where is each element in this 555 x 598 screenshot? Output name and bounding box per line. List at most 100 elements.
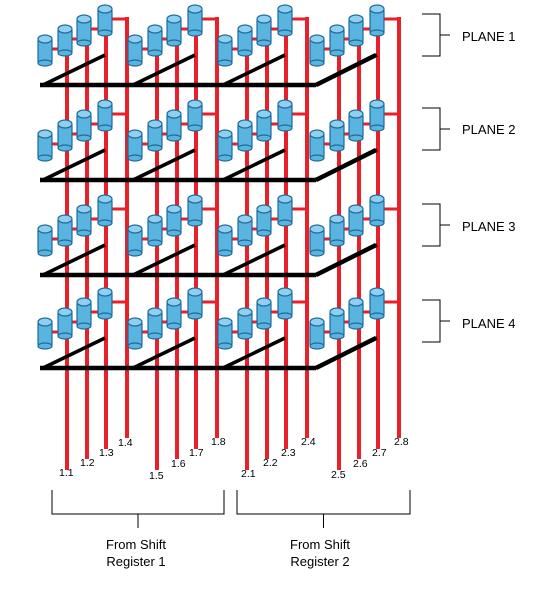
led-base — [256, 322, 272, 330]
pin-label-2-4: 2.4 — [301, 436, 316, 448]
led-top — [369, 4, 385, 14]
plane-bracket-3 — [422, 203, 450, 247]
led-base — [127, 154, 143, 162]
led-base — [57, 332, 73, 340]
led-top — [256, 204, 272, 214]
cathode-link — [314, 243, 378, 277]
plane-2 — [37, 99, 399, 183]
led-base — [348, 39, 364, 47]
led-top — [348, 109, 364, 119]
led-base — [256, 134, 272, 142]
led-top — [97, 194, 113, 204]
shift-register-2-line1: From Shift — [290, 537, 350, 552]
cathode-link — [132, 336, 196, 370]
brackets — [51, 13, 450, 528]
led-top — [187, 287, 203, 297]
plane-label-3: PLANE 3 — [462, 219, 516, 234]
led-top — [348, 297, 364, 307]
led-base — [237, 239, 253, 247]
led-top — [309, 317, 325, 327]
led-top — [277, 287, 293, 297]
led-top — [309, 224, 325, 234]
led-top — [76, 109, 92, 119]
led-base — [97, 29, 113, 37]
led-top — [166, 297, 182, 307]
led-base — [187, 312, 203, 320]
led-top — [97, 287, 113, 297]
led-base — [277, 312, 293, 320]
led-base — [127, 249, 143, 257]
cathode-link — [222, 148, 286, 182]
led-base — [187, 219, 203, 227]
register-bracket-2 — [236, 490, 411, 528]
led-top — [217, 34, 233, 44]
led-base — [348, 134, 364, 142]
led-base — [217, 154, 233, 162]
led-top — [256, 109, 272, 119]
led-top — [348, 204, 364, 214]
led-base — [329, 239, 345, 247]
led-base — [369, 124, 385, 132]
cathode-link — [314, 53, 378, 87]
led-base — [348, 229, 364, 237]
pin-label-1-3: 1.3 — [99, 447, 114, 459]
led-top — [76, 204, 92, 214]
led-top — [76, 14, 92, 24]
led-top — [256, 297, 272, 307]
cube-planes — [37, 4, 399, 371]
led-base — [217, 249, 233, 257]
led-base — [147, 49, 163, 57]
shift-register-1-label: From Shift Register 1 — [76, 536, 196, 570]
led-base — [147, 239, 163, 247]
led-base — [37, 154, 53, 162]
led-top — [237, 214, 253, 224]
led-top — [147, 24, 163, 34]
led-top — [76, 297, 92, 307]
led-top — [147, 214, 163, 224]
pin-label-2-5: 2.5 — [331, 469, 346, 481]
cathode-link — [42, 243, 106, 277]
pin-label-2-3: 2.3 — [281, 447, 296, 459]
led-base — [329, 144, 345, 152]
led-base — [76, 229, 92, 237]
led-top — [147, 119, 163, 129]
led-base — [57, 144, 73, 152]
led-top — [217, 317, 233, 327]
pin-label-2-8: 2.8 — [394, 436, 409, 448]
led-base — [127, 59, 143, 67]
led-base — [329, 49, 345, 57]
plane-label-2: PLANE 2 — [462, 122, 516, 137]
shift-register-2-label: From Shift Register 2 — [260, 536, 380, 570]
led-base — [309, 342, 325, 350]
led-top — [277, 4, 293, 14]
cathode-link — [314, 148, 378, 182]
cathode-link — [132, 53, 196, 87]
led-base — [97, 312, 113, 320]
led-base — [237, 144, 253, 152]
led-top — [329, 307, 345, 317]
pin-label-1-4: 1.4 — [118, 437, 133, 449]
led-top — [97, 99, 113, 109]
plane-label-4: PLANE 4 — [462, 316, 516, 331]
shift-register-2-line2: Register 2 — [290, 554, 350, 569]
led-top — [309, 34, 325, 44]
led-top — [57, 24, 73, 34]
led-base — [348, 322, 364, 330]
led-base — [237, 49, 253, 57]
led-top — [97, 4, 113, 14]
led-top — [166, 14, 182, 24]
led-base — [166, 39, 182, 47]
led-top — [237, 24, 253, 34]
led-base — [277, 219, 293, 227]
pin-label-1-8: 1.8 — [211, 436, 226, 448]
led-base — [277, 124, 293, 132]
pin-label-1-2: 1.2 — [80, 457, 95, 469]
led-base — [369, 312, 385, 320]
led-base — [187, 29, 203, 37]
led-top — [187, 4, 203, 14]
led-base — [237, 332, 253, 340]
pin-label-1-5: 1.5 — [149, 470, 164, 482]
led-base — [217, 59, 233, 67]
led-base — [37, 249, 53, 257]
